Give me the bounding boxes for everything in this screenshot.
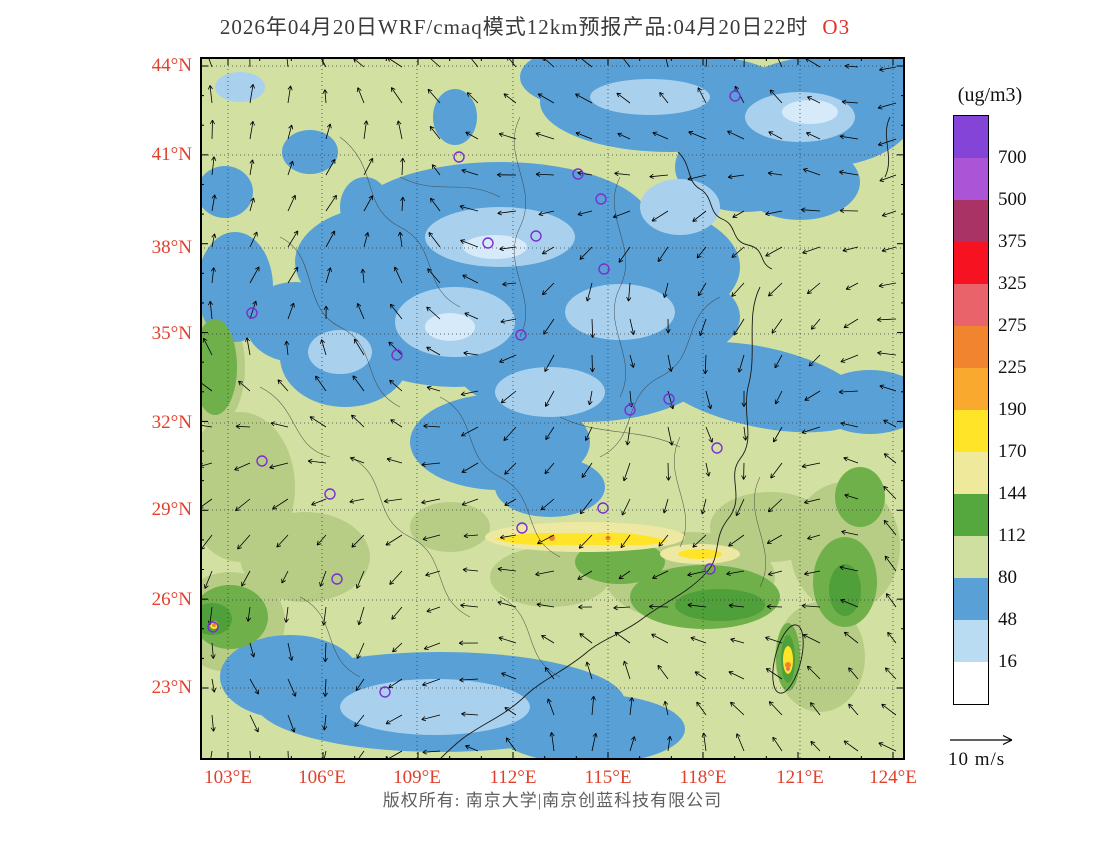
province-borders (259, 116, 766, 678)
lat-tick-label: 23°N (151, 677, 192, 698)
colorbar: 700 500 375 325 275 225 190 170 144 112 80 48 16 (953, 115, 1027, 705)
lat-tick-label: 26°N (151, 589, 192, 610)
lon-tick-label: 106°E (298, 767, 346, 788)
lon-tick-label: 118°E (679, 767, 727, 788)
lon-tick-label: 124°E (869, 767, 917, 788)
lat-tick-label: 41°N (151, 144, 192, 165)
page-title: 2026年04月20日WRF/cmaq模式12km预报产品:04月20日22时 O… (0, 11, 1070, 41)
lon-tick-label: 103°E (204, 767, 252, 788)
lon-tick-label: 112°E (489, 767, 537, 788)
copyright-footer: 版权所有: 南京大学|南京创蓝科技有限公司 (382, 791, 723, 810)
wind-legend: 10 m/s (948, 731, 1068, 771)
station-markers (207, 90, 741, 698)
title-species: O3 (822, 15, 851, 39)
lat-tick-label: 44°N (151, 55, 192, 76)
title-text: 2026年04月20日WRF/cmaq模式12km预报产品:04月20日22时 (219, 15, 809, 39)
lat-tick-label: 32°N (151, 412, 192, 433)
map-border (200, 57, 905, 760)
palest-blue-contours (425, 100, 838, 341)
colorbar-units: (ug/m3) (957, 84, 1023, 106)
lon-tick-label: 115°E (584, 767, 632, 788)
lat-tick-label: 35°N (151, 323, 192, 344)
wind-reference-arrow-icon (950, 734, 1013, 746)
lat-tick-label: 38°N (151, 237, 192, 258)
wind-legend-label: 10 m/s (948, 749, 1006, 770)
lat-tick-label: 29°N (151, 499, 192, 520)
lon-tick-label: 121°E (776, 767, 824, 788)
colorbar-labels: 700 500 375 325 275 225 190 170 144 112 80 48 16 (998, 147, 1027, 672)
forecast-map (200, 57, 905, 760)
lon-tick-label: 109°E (393, 767, 441, 788)
yellow-contours (210, 522, 793, 674)
wind-arrows (200, 57, 897, 760)
